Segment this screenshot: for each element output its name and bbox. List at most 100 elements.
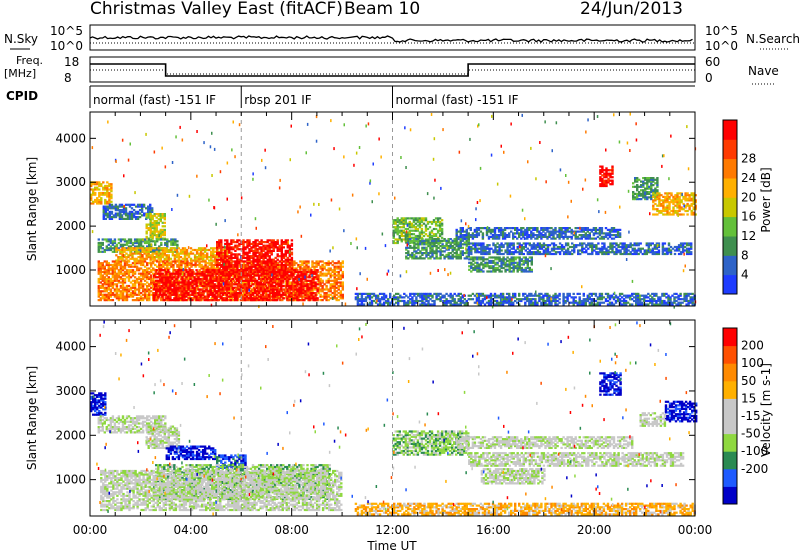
heatmap-cell (342, 281, 344, 283)
heatmap-cell (312, 296, 314, 298)
heatmap-cell (186, 249, 188, 251)
heatmap-cell (168, 254, 170, 256)
heatmap-cell (203, 271, 205, 273)
heatmap-cell (282, 297, 284, 299)
heatmap-cell (277, 267, 279, 269)
freq-unit-label: [MHz] (4, 67, 36, 80)
heatmap-cell (252, 266, 254, 268)
heatmap-cell (96, 187, 98, 189)
heatmap-cell (108, 262, 110, 264)
heatmap-cell (131, 247, 133, 249)
heatmap-cell (252, 269, 254, 271)
heatmap-cell (252, 283, 254, 285)
heatmap-cell (96, 197, 98, 199)
power-heatmap (90, 112, 697, 309)
heatmap-cell (143, 204, 145, 206)
heatmap-cell (120, 238, 122, 240)
heatmap-cell (131, 207, 133, 209)
heatmap-cell (421, 252, 423, 254)
heatmap-cell (155, 280, 157, 282)
heatmap-cell (441, 237, 443, 239)
heatmap-cell (144, 269, 146, 271)
heatmap-cell (264, 241, 266, 243)
heatmap-cell (248, 239, 250, 241)
heatmap-cell (228, 260, 230, 262)
heatmap-cell (191, 290, 193, 292)
heatmap-cell (230, 299, 232, 301)
heatmap-cell (120, 276, 122, 278)
heatmap-cell (312, 271, 314, 273)
heatmap-cell (312, 292, 314, 294)
heatmap-cell (168, 262, 170, 264)
heatmap-cell (276, 299, 278, 301)
heatmap-cell (155, 283, 157, 285)
heatmap-cell (107, 213, 109, 215)
heatmap-cell (128, 260, 130, 262)
heatmap-cell (143, 213, 145, 215)
heatmap-cell (106, 181, 108, 183)
heatmap-cell (167, 287, 169, 289)
heatmap-cell (289, 266, 291, 268)
heatmap-cell (155, 276, 157, 278)
heatmap-cell (228, 281, 230, 283)
heatmap-cell (277, 264, 279, 266)
beam-label: Beam 10 (344, 0, 420, 19)
heatmap-cell (107, 206, 109, 208)
heatmap-cell (288, 299, 290, 301)
heatmap-cell (167, 276, 169, 278)
heatmap-cell (264, 280, 266, 282)
heatmap-cell (155, 299, 157, 301)
heatmap-cell (119, 249, 121, 251)
heatmap-cell (120, 290, 122, 292)
heatmap-cell (289, 262, 291, 264)
heatmap-cell (120, 260, 122, 262)
heatmap-cell (149, 204, 151, 206)
heatmap-cell (203, 296, 205, 298)
heatmap-cell (462, 227, 464, 229)
heatmap-cell (179, 281, 181, 283)
heatmap-cell (228, 292, 230, 294)
heatmap-cell (167, 296, 169, 298)
nave-label: Nave (748, 64, 779, 78)
heatmap-cell (338, 266, 340, 268)
heatmap-cell (156, 213, 158, 215)
nsky-tick-top: 10^5 (50, 24, 83, 38)
heatmap-cell (283, 246, 285, 248)
heatmap-cell (120, 281, 122, 283)
heatmap-cell (316, 297, 318, 299)
heatmap-cell (277, 271, 279, 273)
heatmap-cell (167, 269, 169, 271)
heatmap-cell (216, 252, 218, 254)
heatmap-cell (240, 276, 242, 278)
heatmap-cell (191, 285, 193, 287)
heatmap-cell (482, 232, 484, 234)
heatmap-cell (228, 255, 230, 257)
heatmap-cell (216, 285, 218, 287)
heatmap-cell (179, 297, 181, 299)
heatmap-cell (203, 290, 205, 292)
heatmap-cell (276, 287, 278, 289)
heatmap-cell (132, 242, 134, 244)
heatmap-cell (277, 246, 279, 248)
heatmap-cell (264, 273, 266, 275)
heatmap-cell (96, 181, 98, 183)
heatmap-cell (325, 273, 327, 275)
heatmap-cell (144, 260, 146, 262)
heatmap-cell (441, 223, 443, 225)
heatmap-cell (132, 266, 134, 268)
heatmap-cell (494, 227, 496, 229)
heatmap-cell (291, 273, 293, 275)
heatmap-cell (277, 239, 279, 241)
heatmap-cell (252, 276, 254, 278)
heatmap-cell (300, 271, 302, 273)
heatmap-cell (108, 292, 110, 294)
heatmap-cell (108, 244, 110, 246)
heatmap-cell (168, 249, 170, 251)
heatmap-cell (112, 299, 114, 301)
heatmap-cell (506, 227, 508, 229)
heatmap-cell (429, 226, 431, 228)
heatmap-cell (421, 224, 423, 226)
heatmap-cell (179, 285, 181, 287)
heatmap-cell (228, 243, 230, 245)
